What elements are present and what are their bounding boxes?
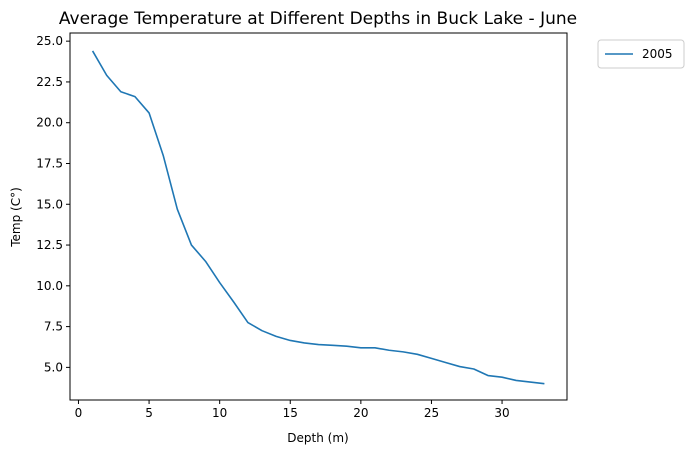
x-tick-label: 20	[353, 406, 368, 420]
y-tick-label: 12.5	[36, 238, 63, 252]
x-tick-label: 5	[145, 406, 153, 420]
x-tick-label: 0	[75, 406, 83, 420]
x-axis: 0 5 10 15 20 25 30	[75, 400, 510, 420]
y-tick-label: 10.0	[36, 279, 63, 293]
y-tick-label: 7.5	[44, 320, 63, 334]
plot-series	[91, 50, 545, 385]
legend-label-2005: 2005	[642, 47, 673, 61]
y-tick-label: 17.5	[36, 156, 63, 170]
series-line-2005	[91, 50, 545, 385]
x-axis-label: Depth (m)	[287, 431, 348, 445]
legend-box	[597, 39, 685, 69]
legend: 2005	[597, 39, 685, 69]
y-tick-label: 5.0	[44, 360, 63, 374]
y-tick-label: 15.0	[36, 197, 63, 211]
chart-title: Average Temperature at Different Depths …	[59, 9, 577, 29]
y-axis-label: Temp (C°)	[9, 187, 23, 248]
x-tick-label: 30	[494, 406, 509, 420]
x-tick-label: 15	[283, 406, 298, 420]
x-tick-label: 25	[424, 406, 439, 420]
x-tick-label: 10	[212, 406, 227, 420]
y-tick-label: 20.0	[36, 116, 63, 130]
y-axis: 5.0 7.5 10.0 12.5 15.0 17.5 20.0 22.5 25.0	[36, 34, 70, 374]
y-tick-label: 25.0	[36, 34, 63, 48]
plot-area-frame	[69, 32, 568, 401]
y-tick-label: 22.5	[36, 75, 63, 89]
